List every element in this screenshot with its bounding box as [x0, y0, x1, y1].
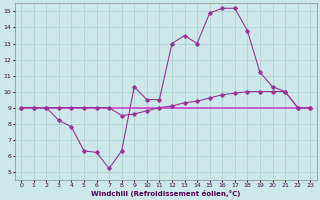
X-axis label: Windchill (Refroidissement éolien,°C): Windchill (Refroidissement éolien,°C) — [91, 190, 240, 197]
